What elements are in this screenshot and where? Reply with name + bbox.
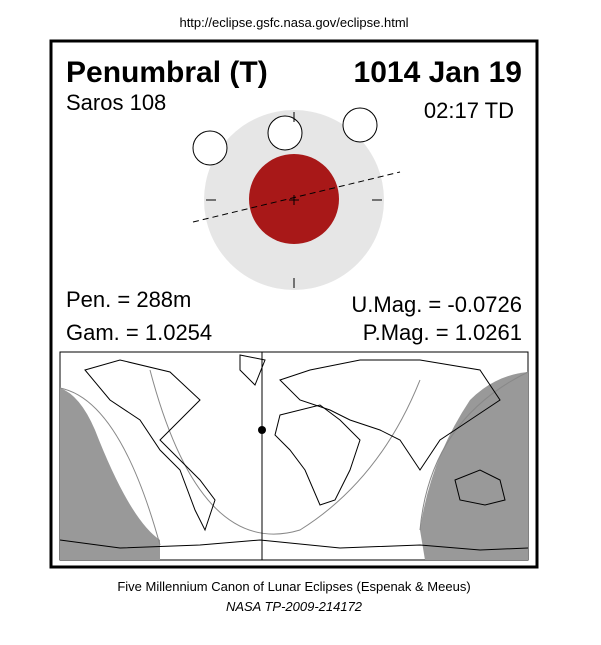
frame — [49, 39, 539, 569]
saros: Saros 108 — [66, 90, 166, 115]
eclipse-type: Penumbral (T) — [66, 56, 268, 89]
time: 02:17 TD — [424, 98, 514, 123]
eclipse-date: 1014 Jan 19 — [354, 56, 522, 89]
penumbral-magnitude: P.Mag. = 1.0261 — [363, 320, 522, 345]
moon — [342, 107, 378, 143]
umbral-magnitude: U.Mag. = -0.0726 — [351, 292, 522, 317]
footer-ref: NASA TP-2009-214172 — [226, 599, 363, 614]
footer-title: Five Millennium Canon of Lunar Eclipses … — [117, 579, 470, 594]
moon-path — [192, 171, 401, 223]
world-map — [59, 351, 529, 561]
url: http://eclipse.gsfc.nasa.gov/eclipse.htm… — [179, 15, 408, 30]
pen-duration: Pen. = 288m — [66, 287, 191, 312]
gamma: Gam. = 1.0254 — [66, 320, 212, 345]
moon — [192, 130, 228, 166]
moon — [267, 115, 303, 151]
axis-ticks — [206, 112, 382, 288]
